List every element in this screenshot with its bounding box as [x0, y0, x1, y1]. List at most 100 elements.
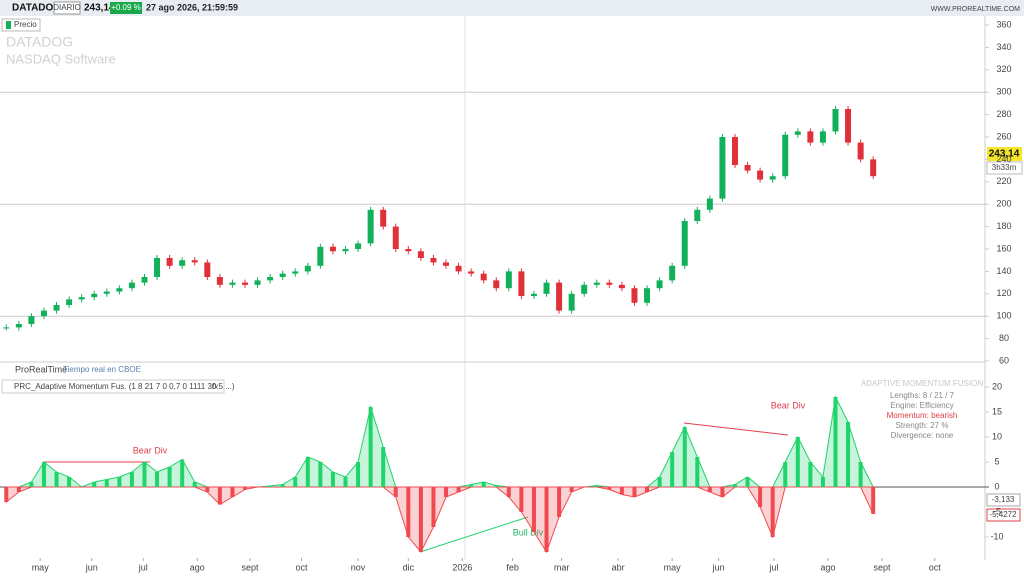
x-tick-label: nov — [351, 562, 366, 572]
panel-divergence: Divergence: none — [891, 431, 954, 440]
bear-div-label: Bear Div — [771, 400, 806, 410]
period[interactable]: DIARIO — [53, 3, 81, 12]
histogram-bar — [268, 486, 273, 487]
candle — [656, 280, 663, 289]
histogram-bar — [41, 462, 46, 487]
last-1: -3,133 — [992, 495, 1015, 504]
histogram-bar — [104, 479, 109, 487]
y-tick-label: 160 — [996, 243, 1011, 253]
histogram-bar — [217, 487, 222, 505]
histogram-bar — [4, 487, 9, 502]
x-tick-label: jul — [768, 562, 778, 572]
y-tick-label: 360 — [996, 19, 1011, 29]
x-tick-label: jul — [138, 562, 148, 572]
candle — [179, 260, 186, 266]
y-tick-label: 100 — [996, 311, 1011, 321]
candle — [292, 271, 299, 274]
candle — [794, 131, 801, 135]
x-tick-label: ago — [820, 562, 835, 572]
histogram-bar — [293, 477, 298, 487]
histogram-bar — [506, 487, 511, 497]
histogram-bar — [456, 487, 461, 492]
fx-button[interactable]: fx — [212, 382, 219, 391]
y-tick-label: 340 — [996, 42, 1011, 52]
histogram-bar — [494, 485, 499, 487]
histogram-bar — [531, 487, 536, 532]
provider: ProRealTime — [15, 364, 67, 374]
header-bar — [0, 0, 1024, 16]
histogram-bar — [418, 487, 423, 552]
header-price: 243,14 — [84, 3, 115, 14]
candle — [556, 282, 563, 311]
symbol[interactable]: DATADOG — [12, 3, 61, 14]
candle — [832, 109, 839, 132]
indicator-legend[interactable]: PRC_Adaptive Momentum Fus. (1 8 21 7 0 0… — [14, 382, 235, 391]
candle — [443, 262, 450, 266]
histogram-bar — [846, 422, 851, 487]
histogram-bar — [67, 477, 72, 487]
change: +0.09 % — [111, 3, 141, 12]
candle — [581, 284, 588, 294]
histogram-bar — [117, 477, 122, 487]
last-2-box — [986, 508, 1021, 522]
histogram-bar — [305, 457, 310, 487]
panel-lengths: Lengths: 8 / 21 / 7 — [890, 391, 955, 400]
x-tick-label: sept — [873, 562, 891, 572]
candle — [568, 293, 575, 311]
candle — [807, 131, 814, 143]
change-box — [110, 2, 142, 14]
y-tick-label: -10 — [990, 531, 1003, 541]
histogram-bar — [167, 467, 172, 487]
candle — [91, 293, 98, 298]
candle — [782, 134, 789, 177]
candle — [518, 271, 525, 297]
candle — [141, 277, 148, 283]
histogram-bar — [431, 487, 436, 527]
histogram-bar — [657, 477, 662, 487]
histogram-bar — [16, 487, 21, 492]
candle — [644, 288, 651, 303]
y-tick-label: 200 — [996, 199, 1011, 209]
x-tick-label: oct — [296, 562, 309, 572]
candle — [154, 257, 161, 277]
histogram-bar — [393, 487, 398, 497]
candle — [769, 176, 776, 180]
price-legend[interactable]: Precio — [14, 20, 37, 29]
candle — [355, 243, 362, 249]
histogram-bar — [682, 427, 687, 487]
countdown: 3h33m — [992, 163, 1017, 172]
histogram-bar — [29, 482, 34, 487]
candle — [216, 277, 223, 285]
period-box[interactable] — [53, 1, 81, 15]
histogram-bar — [795, 437, 800, 487]
last-price: 243,14 — [989, 149, 1020, 160]
site[interactable]: WWW.PROREALTIME.COM — [931, 6, 1020, 13]
candle — [618, 284, 625, 289]
candle — [593, 282, 600, 285]
histogram-bar — [481, 482, 486, 487]
y-tick-label: -5 — [993, 506, 1001, 516]
histogram-bar — [230, 487, 235, 497]
candle — [744, 165, 751, 171]
y-tick-label: 60 — [999, 355, 1009, 365]
candle — [317, 246, 324, 266]
candle — [819, 131, 826, 143]
price-legend-box[interactable] — [1, 18, 41, 32]
x-tick-label: 2026 — [452, 562, 472, 572]
histogram-bar — [569, 487, 574, 492]
y-tick-label: 0 — [994, 481, 999, 491]
histogram-bar — [758, 487, 763, 507]
histogram-bar — [330, 472, 335, 487]
histogram-bar — [368, 407, 373, 487]
panel-momentum: Momentum: bearish — [887, 411, 958, 420]
candle — [681, 221, 688, 266]
candle — [845, 109, 852, 143]
last-price-box — [987, 147, 1022, 161]
histogram-bar — [205, 487, 210, 492]
indicator-legend-box[interactable] — [1, 379, 225, 394]
histogram-bar — [783, 462, 788, 487]
histogram-bar — [695, 457, 700, 487]
histogram-bar — [871, 487, 876, 514]
candle — [66, 299, 73, 305]
